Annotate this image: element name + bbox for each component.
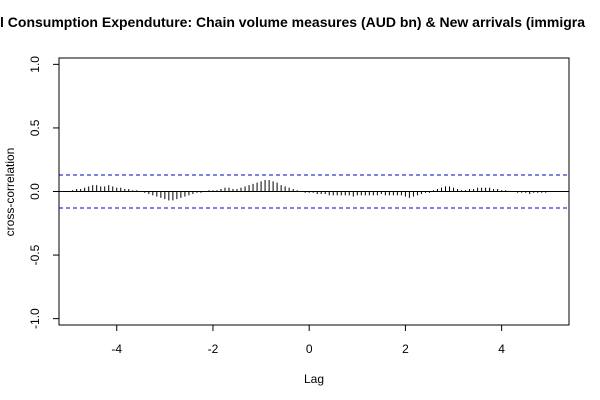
x-tick-label: -4 [111,342,122,356]
y-tick-label: 0.0 [28,183,42,200]
x-tick-label: 0 [306,342,313,356]
y-tick-label: 1.0 [28,56,42,73]
y-tick-label: -0.5 [28,244,42,265]
y-axis-label: cross-correlation [3,148,17,237]
x-tick-label: -2 [208,342,219,356]
y-axis: -1.0 -0.5 0.0 0.5 1.0 [28,56,60,329]
plot-marks [59,174,569,209]
y-tick-label: -1.0 [28,308,42,329]
chart-title: l Consumption Expenduture: Chain volume … [0,14,585,30]
x-tick-label: 4 [498,342,505,356]
x-axis-label: Lag [304,372,324,386]
x-axis: -4 -2 0 2 4 [111,324,505,356]
y-tick-label: 0.5 [28,119,42,136]
x-tick-label: 2 [402,342,409,356]
